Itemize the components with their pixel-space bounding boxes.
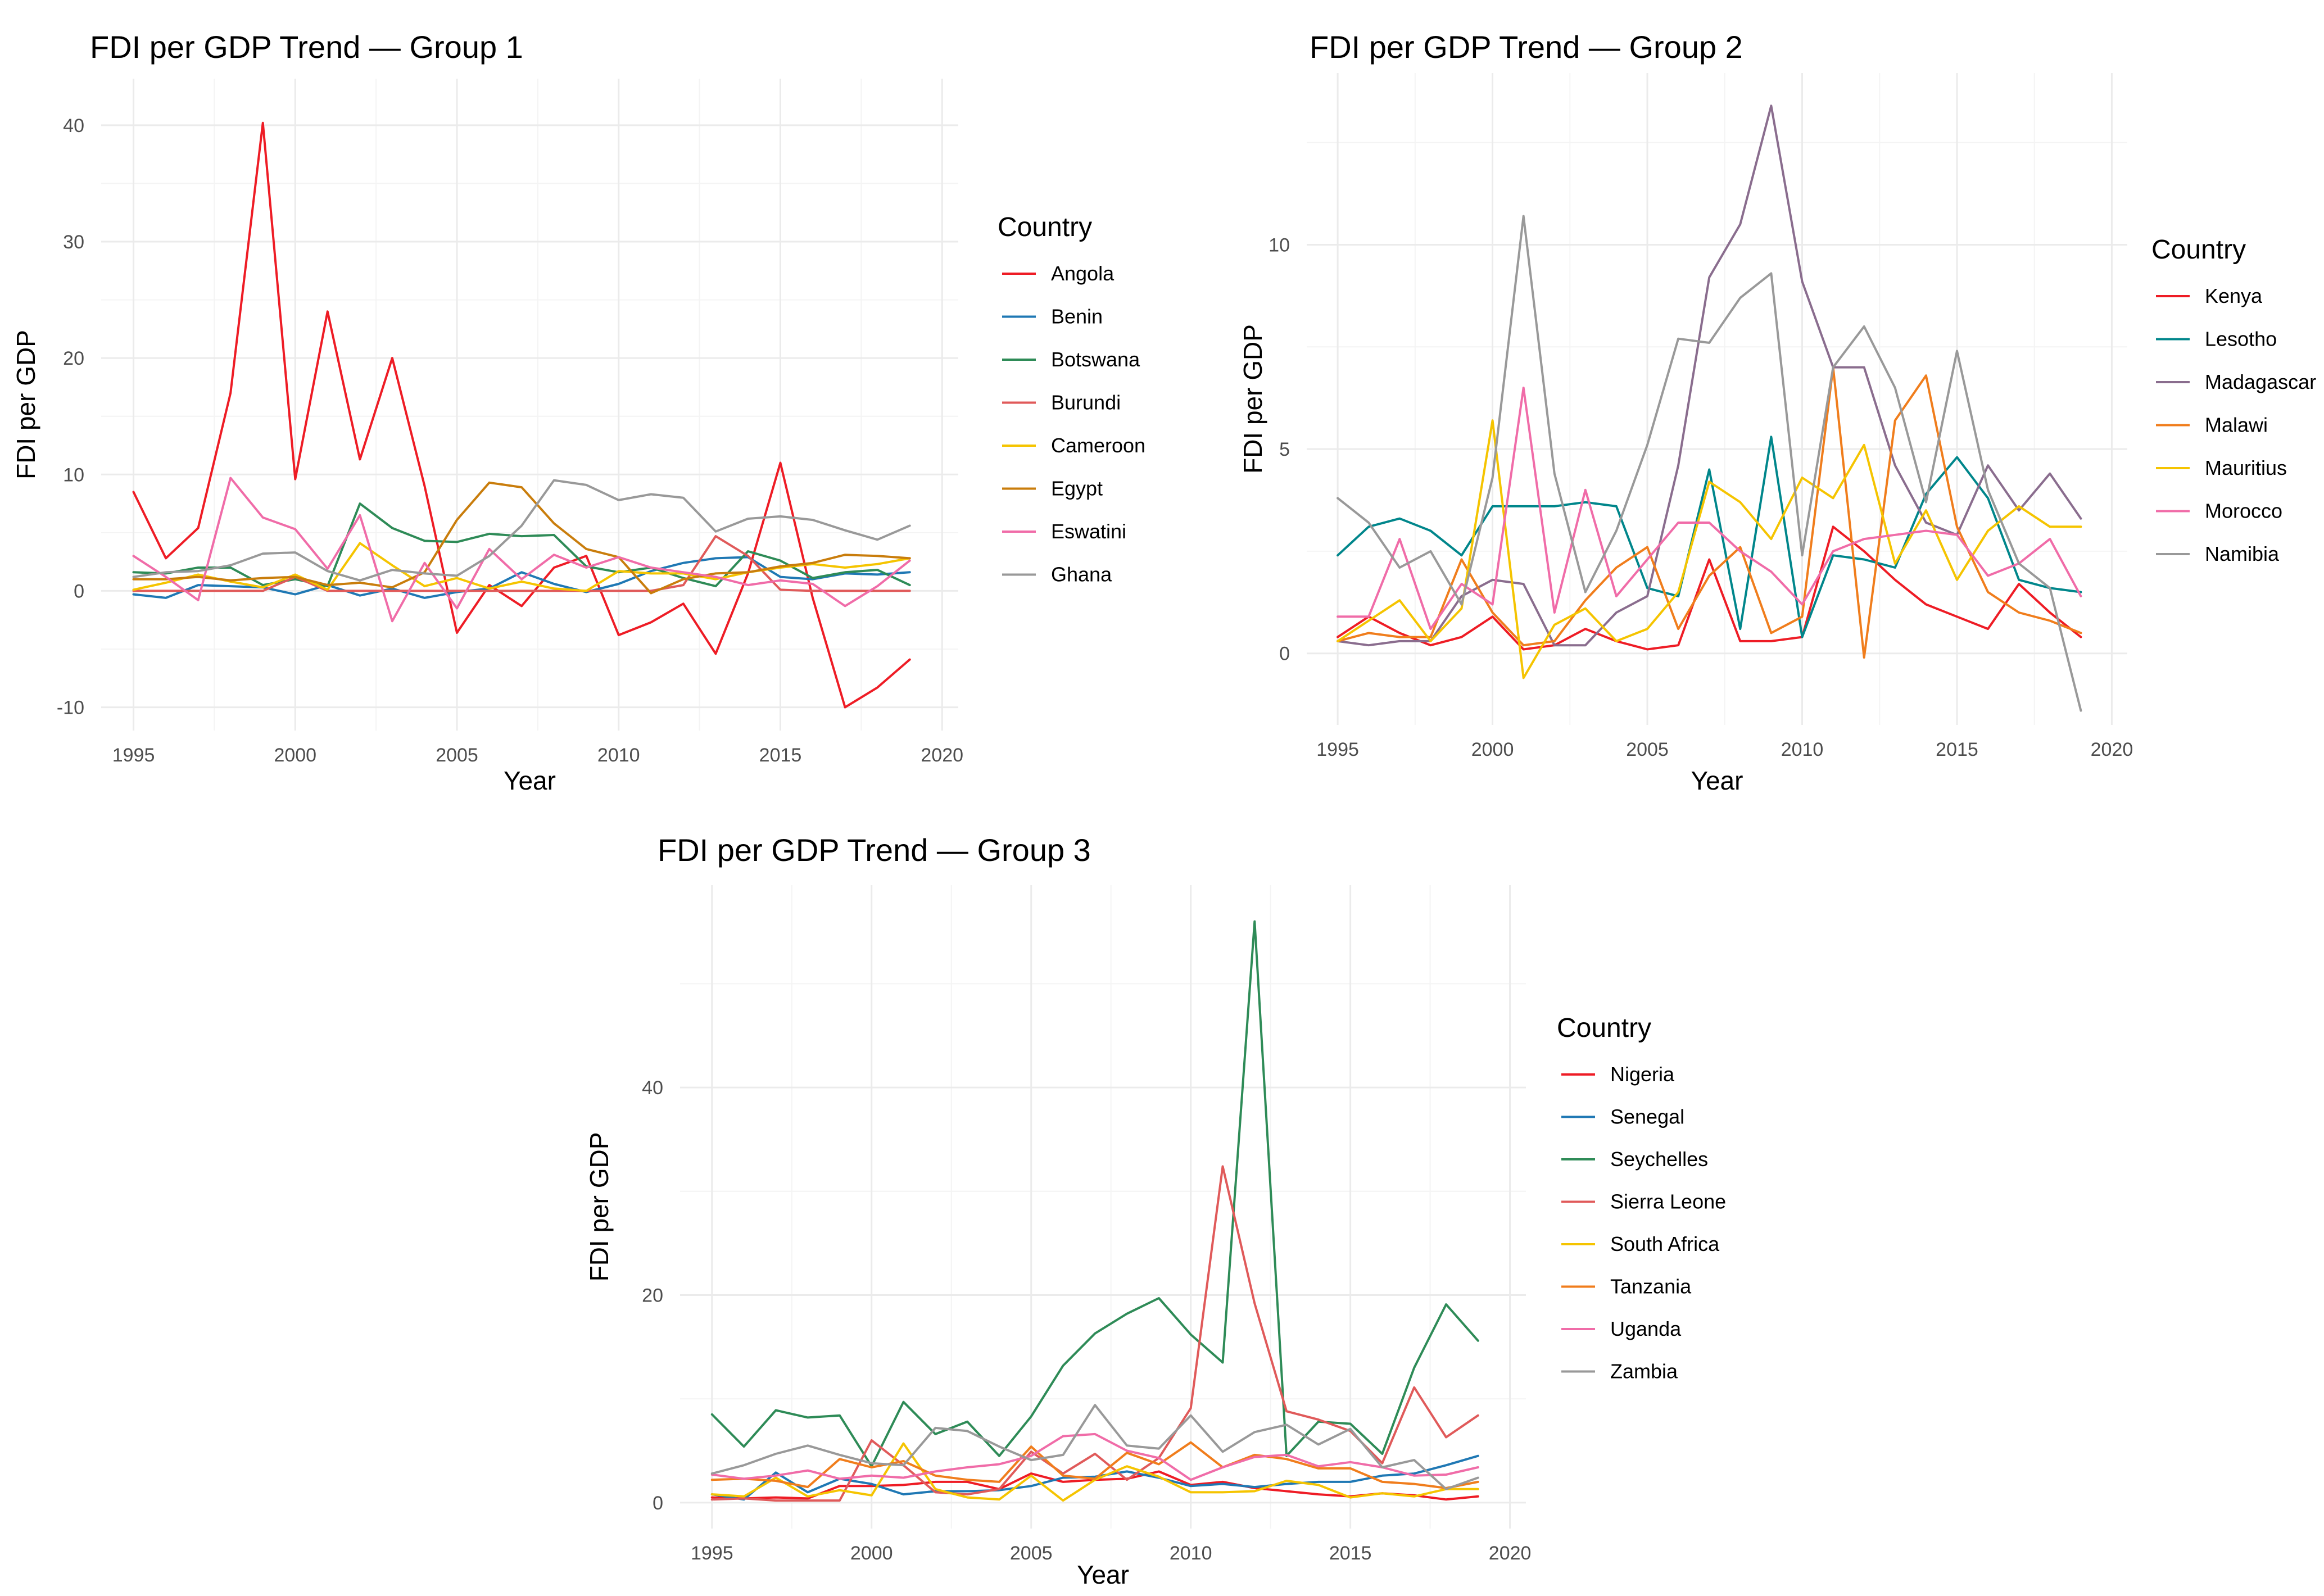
legend-label-kenya: Kenya	[2205, 284, 2263, 307]
x-tick-label: 2020	[921, 745, 963, 766]
chart-group-3: 1995 2000 2005 2010 2015 2020 0 20 40 FDI per GDP…	[585, 832, 1726, 1589]
x-axis-title: Year	[1077, 1560, 1129, 1589]
legend-label-south-africa: South Africa	[1610, 1232, 1720, 1255]
y-tick-label: 0	[1279, 643, 1290, 665]
series-line-eswatini	[132, 477, 911, 623]
y-tick-label: 5	[1279, 439, 1290, 460]
series-line-seychelles	[710, 920, 1479, 1468]
legend-title: Country	[2151, 235, 2246, 265]
legend-label-nigeria: Nigeria	[1610, 1063, 1675, 1086]
series-lines	[132, 121, 911, 709]
x-tick-label: 2015	[1936, 739, 1978, 760]
legend-label-tanzania: Tanzania	[1610, 1275, 1692, 1298]
legend-title: Country	[998, 212, 1092, 242]
series-line-namibia	[1337, 215, 2082, 712]
legend-label-seychelles: Seychelles	[1610, 1148, 1708, 1171]
legend-label-lesotho: Lesotho	[2205, 328, 2277, 351]
x-tick-label: 2010	[597, 745, 640, 766]
legend: Country Kenya Lesotho Madagascar Malawi Mauri…	[2151, 235, 2316, 565]
series-lines	[710, 920, 1479, 1502]
chart-title: FDI per GDP Trend — Group 2	[1310, 29, 1743, 65]
x-tick-label: 2000	[274, 745, 316, 766]
x-tick-label: 1995	[691, 1543, 733, 1564]
series-line-egypt	[132, 481, 911, 595]
series-lines	[1337, 105, 2082, 712]
legend-label-cameroon: Cameroon	[1051, 434, 1145, 457]
x-tick-label: 2010	[1170, 1543, 1212, 1564]
x-tick-label: 1995	[1316, 739, 1359, 760]
series-line-kenya	[1337, 525, 2082, 651]
legend-label-sierra-leone: Sierra Leone	[1610, 1190, 1726, 1213]
x-tick-label: 2020	[2091, 739, 2133, 760]
series-line-morocco	[1337, 387, 2082, 631]
y-tick-label: 10	[63, 464, 84, 486]
series-line-tanzania	[710, 1441, 1479, 1489]
y-tick-label: 30	[63, 232, 84, 253]
chart-title: FDI per GDP Trend — Group 3	[658, 832, 1091, 868]
series-line-mauritius	[1337, 419, 2082, 679]
x-tick-label: 2000	[850, 1543, 893, 1564]
legend-label-egypt: Egypt	[1051, 477, 1103, 500]
series-line-ghana	[132, 479, 911, 582]
x-tick-label: 2015	[759, 745, 802, 766]
legend-label-mauritius: Mauritius	[2205, 456, 2287, 479]
x-tick-label: 2005	[1626, 739, 1669, 760]
y-tick-label: -10	[57, 697, 84, 719]
legend-label-senegal: Senegal	[1610, 1105, 1684, 1128]
y-tick-label: 0	[653, 1493, 663, 1514]
legend: Country Nigeria Senegal Seychelles Sierra Le…	[1557, 1013, 1726, 1383]
y-tick-label: 20	[63, 348, 84, 369]
x-tick-label: 2015	[1329, 1543, 1372, 1564]
x-axis-title: Year	[504, 766, 556, 795]
series-line-sierra-leone	[710, 1165, 1479, 1502]
legend-label-botswana: Botswana	[1051, 348, 1140, 371]
series-line-burundi	[132, 535, 911, 592]
series-line-angola	[132, 121, 911, 709]
legend-label-burundi: Burundi	[1051, 391, 1121, 414]
y-tick-label: 40	[642, 1077, 663, 1099]
y-tick-label: 10	[1269, 234, 1290, 256]
x-tick-label: 2000	[1471, 739, 1514, 760]
y-axis-title: FDI per GDP	[1238, 324, 1267, 474]
series-line-botswana	[132, 502, 911, 588]
legend-label-eswatini: Eswatini	[1051, 520, 1126, 543]
x-tick-label: 1995	[112, 745, 155, 766]
legend-label-ghana: Ghana	[1051, 563, 1112, 586]
legend-label-malawi: Malawi	[2205, 414, 2268, 437]
legend-label-zambia: Zambia	[1610, 1360, 1678, 1383]
series-line-lesotho	[1337, 436, 2082, 638]
series-line-uganda	[710, 1432, 1479, 1481]
y-axis-title: FDI per GDP	[11, 330, 40, 479]
legend-label-morocco: Morocco	[2205, 500, 2282, 523]
y-tick-label: 20	[642, 1285, 663, 1306]
gridlines	[1307, 73, 2127, 725]
chart-group-1: 1995 2000 2005 2010 2015 2020 -10 0 10 20 30 40 FDI …	[11, 29, 1145, 795]
legend-label-benin: Benin	[1051, 305, 1103, 328]
chart-title: FDI per GDP Trend — Group 1	[90, 29, 523, 65]
series-line-zambia	[710, 1404, 1479, 1490]
y-tick-label: 0	[74, 581, 84, 602]
y-tick-label: 40	[63, 115, 84, 137]
x-tick-label: 2005	[1010, 1543, 1053, 1564]
series-line-malawi	[1337, 366, 2082, 659]
series-line-cameroon	[132, 542, 911, 592]
x-tick-label: 2005	[436, 745, 478, 766]
x-tick-label: 2010	[1781, 739, 1824, 760]
legend-label-uganda: Uganda	[1610, 1317, 1682, 1340]
x-axis-title: Year	[1691, 766, 1743, 795]
legend: Country Angola Benin Botswana Burundi Cameroo…	[998, 212, 1145, 586]
gridlines	[680, 885, 1526, 1529]
legend-title: Country	[1557, 1013, 1651, 1043]
legend-label-namibia: Namibia	[2205, 542, 2280, 565]
x-tick-label: 2020	[1489, 1543, 1532, 1564]
legend-label-madagascar: Madagascar	[2205, 370, 2316, 393]
chart-group-2: 1995 2000 2005 2010 2015 2020 0 5 10 FDI per GDP …	[1238, 29, 2316, 795]
y-axis-title: FDI per GDP	[585, 1132, 614, 1282]
legend-label-angola: Angola	[1051, 262, 1115, 285]
